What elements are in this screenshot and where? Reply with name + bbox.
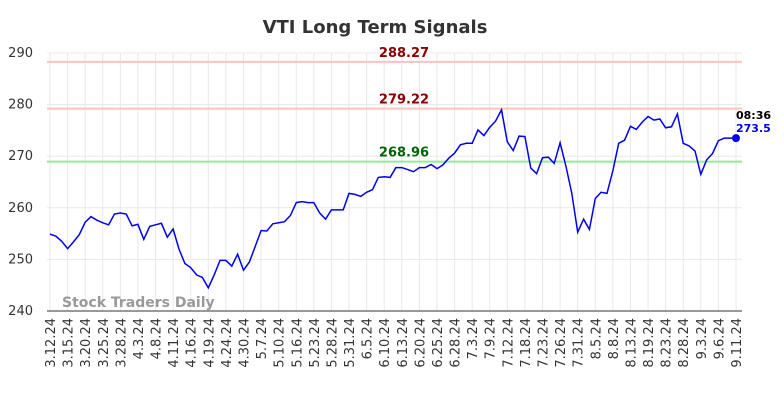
x-tick-label: 5.28.24 (325, 318, 340, 368)
x-tick-label: 7.18.24 (519, 318, 534, 368)
y-tick-label: 260 (8, 201, 33, 216)
last-time: 08:36 (736, 109, 771, 122)
x-tick-label: 4.24.24 (220, 318, 235, 368)
reference-label: 288.27 (379, 46, 429, 61)
x-tick-label: 4.8.24 (150, 318, 165, 359)
x-tick-label: 9.6.24 (712, 318, 727, 359)
x-tick-label: 8.23.24 (660, 318, 675, 368)
x-tick-label: 8.8.24 (607, 318, 622, 359)
x-tick-label: 8.19.24 (642, 318, 657, 368)
price-line (49, 107, 736, 290)
x-tick-label: 5.7.24 (255, 318, 270, 359)
x-tick-label: 4.19.24 (202, 318, 217, 368)
x-tick-label: 6.10.24 (378, 318, 393, 368)
x-tick-label: 9.3.24 (695, 318, 710, 359)
x-tick-label: 6.20.24 (413, 318, 428, 368)
x-tick-label: 4.3.24 (132, 318, 147, 359)
x-tick-label: 9.11.24 (730, 318, 745, 368)
x-tick-label: 7.31.24 (572, 318, 587, 368)
x-tick-label: 7.3.24 (466, 318, 481, 359)
x-tick-label: 6.25.24 (431, 318, 446, 368)
x-tick-label: 7.12.24 (501, 318, 516, 368)
x-tick-label: 3.12.24 (44, 318, 59, 368)
y-tick-label: 290 (8, 46, 33, 61)
y-tick-label: 250 (8, 252, 33, 267)
x-tick-label: 7.23.24 (537, 318, 552, 368)
reference-label: 268.96 (379, 146, 429, 161)
x-tick-label: 4.11.24 (167, 318, 182, 368)
x-tick-label: 6.28.24 (449, 318, 464, 368)
chart-title: VTI Long Term Signals (263, 17, 488, 38)
x-tick-label: 4.16.24 (185, 318, 200, 368)
x-tick-label: 3.20.24 (79, 318, 94, 368)
last-point (732, 134, 740, 143)
x-tick-label: 8.5.24 (589, 318, 604, 359)
watermark: Stock Traders Daily (62, 295, 215, 311)
x-tick-label: 3.15.24 (62, 318, 77, 368)
y-tick-label: 280 (8, 98, 33, 113)
x-tick-label: 5.16.24 (290, 318, 305, 368)
reference-label: 279.22 (379, 93, 429, 108)
x-tick-label: 5.31.24 (343, 318, 358, 368)
x-tick-label: 4.30.24 (237, 318, 252, 368)
x-tick-label: 3.25.24 (97, 318, 112, 368)
x-tick-label: 5.23.24 (308, 318, 323, 368)
x-tick-label: 6.13.24 (396, 318, 411, 368)
x-tick-label: 7.26.24 (554, 318, 569, 368)
x-tick-label: 7.9.24 (484, 318, 499, 359)
x-tick-label: 3.28.24 (114, 318, 129, 368)
x-tick-label: 6.5.24 (361, 318, 376, 359)
last-value: 273.5 (736, 122, 771, 135)
x-tick-label: 8.13.24 (624, 318, 639, 368)
x-tick-label: 5.10.24 (273, 318, 288, 368)
y-tick-label: 270 (8, 149, 33, 164)
y-tick-label: 240 (8, 304, 33, 319)
x-tick-label: 8.28.24 (677, 318, 692, 368)
